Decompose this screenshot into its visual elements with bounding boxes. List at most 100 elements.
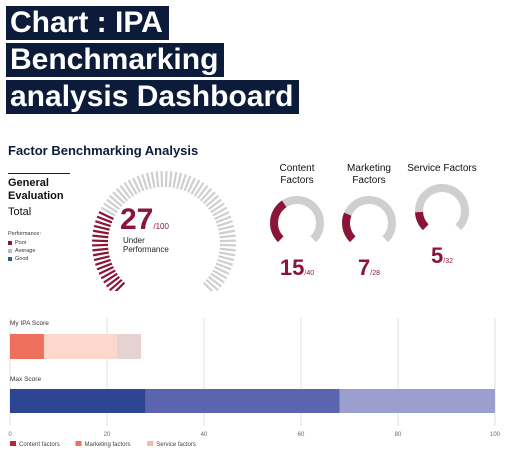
legend-label: Service factors: [156, 442, 196, 448]
factor-service-score-value: 5: [431, 243, 444, 268]
legend-swatch: [10, 441, 16, 446]
x-tick-label: 40: [201, 432, 208, 438]
gauge-tick-active: [114, 281, 126, 291]
gauge-tick-inactive: [215, 215, 232, 224]
factor-content: Content Factors 15/40: [262, 163, 332, 281]
factor-service-score: 5/32: [407, 243, 477, 269]
bar-segment: [339, 389, 495, 413]
factor-content-title: Content Factors: [279, 163, 315, 186]
gauge-tick-inactive: [160, 171, 164, 188]
factor-marketing-title: Marketing Factors: [347, 163, 391, 186]
gauge-fill: [342, 212, 356, 243]
factor-content-score-value: 15: [279, 255, 305, 280]
gauge-tick-active: [98, 266, 114, 275]
gauge-tick-inactive: [172, 171, 178, 188]
gauge-tick-inactive: [136, 175, 145, 192]
dashboard-title-line-2: Benchmarking: [6, 43, 225, 77]
legend-swatch: [147, 441, 154, 446]
section-title: Factor Benchmarking Analysis: [8, 143, 199, 158]
gauge-tick-inactive: [100, 206, 116, 217]
factor-marketing-score-value: 7: [358, 255, 371, 280]
dashboard-title-line-3: analysis Dashboard: [6, 80, 300, 114]
gauge-tick-inactive: [212, 269, 228, 280]
gauge-tick-active: [92, 243, 109, 247]
gauge-tick-inactive: [219, 243, 236, 247]
performance-label: Under Performance: [123, 236, 183, 254]
gauge-tick-inactive: [212, 206, 228, 217]
gauge-tick-inactive: [218, 224, 235, 231]
gauge-tick-inactive: [141, 174, 149, 190]
gauge-tick-inactive: [219, 251, 236, 257]
general-evaluation-subtitle: Total: [8, 206, 32, 218]
gauge-tick-inactive: [155, 171, 160, 188]
general-divider: [8, 173, 70, 174]
gauge-tick-inactive: [207, 275, 223, 288]
gauge-tick-inactive: [190, 179, 201, 195]
gauge-tick-inactive: [109, 194, 123, 208]
factor-content-score-max: /40: [304, 270, 315, 277]
gauge-tick-active: [109, 278, 123, 291]
x-tick-label: 100: [490, 432, 501, 438]
gauge-tick-active: [92, 251, 109, 257]
dashboard-title-line-1: Chart : IPA: [6, 6, 169, 40]
gauge-tick-active: [92, 234, 109, 239]
gauge-tick-inactive: [132, 177, 141, 193]
gauge-tick-inactive: [218, 255, 235, 262]
gauge-tick-active: [98, 211, 114, 220]
general-score-value: 27: [120, 203, 154, 236]
gauge-tick-active: [103, 272, 118, 284]
gauge-tick-active: [93, 255, 110, 262]
dashboard-header: Chart : IPA Benchmarking analysis Dashbo…: [6, 6, 300, 117]
factor-service-title: Service Factors: [407, 163, 477, 174]
gauge-tick-inactive: [115, 188, 129, 202]
factor-marketing-score: 7/28: [334, 255, 404, 281]
factor-marketing-gauge: [342, 196, 396, 243]
legend-swatch-poor: [8, 241, 12, 245]
bar-segment: [10, 334, 44, 359]
gauge-tick-inactive: [196, 184, 209, 200]
gauge-tick-inactive: [145, 172, 152, 189]
gauge-fill: [270, 200, 287, 243]
x-tick-label: 0: [8, 432, 12, 438]
gauge-tick-inactive: [219, 234, 236, 239]
bar-segment: [10, 389, 146, 413]
ipa-score-bar-chart: 0 20 40 60 80 100 My IPA Score Max Score Content…: [8, 318, 501, 448]
factor-marketing: Marketing Factors 7/28: [334, 163, 404, 281]
performance-legend: Performance: Poor Average Good: [8, 231, 41, 264]
gauge-tick-active: [105, 275, 121, 288]
legend-item-good: Good: [8, 256, 41, 262]
general-score-max: /100: [153, 222, 169, 231]
gauge-tick-active: [93, 224, 110, 231]
gauge-tick-inactive: [168, 171, 173, 188]
bar-segment: [116, 334, 141, 359]
gauge-tick-inactive: [205, 278, 219, 291]
factor-service-score-max: /32: [443, 258, 453, 265]
gauge-tick-inactive: [202, 191, 216, 205]
performance-label-text: Under Performance: [123, 236, 169, 254]
category-label: Max Score: [10, 376, 41, 383]
gauge-tick-inactive: [112, 191, 126, 205]
gauge-tick-inactive: [179, 174, 187, 190]
gauge-tick-active: [92, 247, 109, 252]
gauge-tick-inactive: [214, 211, 230, 220]
legend-label-good: Good: [15, 256, 29, 262]
general-evaluation-title: General Evaluation: [8, 177, 64, 202]
gauge-tick-inactive: [205, 194, 219, 208]
gauge-fill: [415, 211, 429, 231]
gauge-tick-inactive: [207, 198, 223, 211]
gauge-tick-active: [96, 215, 113, 224]
bar-segment: [43, 334, 117, 359]
gauge-tick-inactive: [219, 229, 236, 235]
factor-service: Service Factors 5/32: [407, 163, 477, 269]
gauge-tick-inactive: [219, 247, 236, 252]
factor-service-gauge: [415, 184, 469, 231]
gauge-tick-inactive: [127, 179, 138, 195]
performance-legend-header: Performance:: [8, 231, 42, 237]
bar-segment: [145, 389, 340, 413]
legend-label-average: Average: [15, 248, 36, 254]
gauge-tick-inactive: [193, 182, 205, 197]
gauge-tick-inactive: [105, 198, 121, 211]
gauge-tick-inactive: [214, 266, 230, 275]
gauge-tick-inactive: [217, 220, 233, 228]
gauge-tick-inactive: [219, 239, 236, 243]
